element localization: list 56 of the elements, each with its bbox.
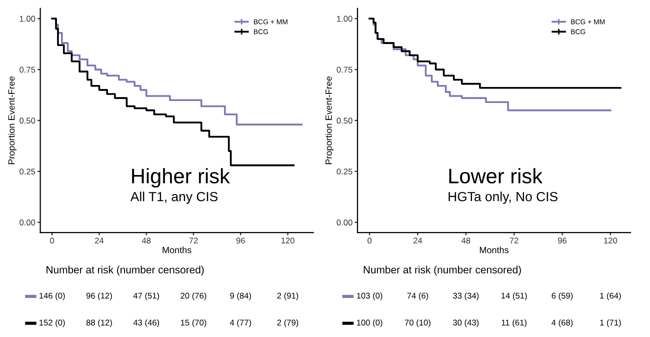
x-tick-label: 120 bbox=[604, 238, 618, 244]
text: 2 (79) bbox=[277, 319, 298, 328]
x-tick-label: 48 bbox=[142, 238, 151, 244]
y-tick-label: 0.50 bbox=[20, 118, 36, 124]
text: 33 (34) bbox=[453, 292, 479, 300]
text: 2 (91) bbox=[277, 292, 298, 300]
text: 14 (51) bbox=[502, 292, 527, 300]
text: 4 (68) bbox=[552, 319, 573, 328]
text: 11 (61) bbox=[502, 319, 526, 328]
text: Number at risk (number censored) bbox=[46, 266, 204, 276]
text: 74 (6) bbox=[407, 292, 428, 300]
y-tick-label: 0.50 bbox=[336, 118, 352, 124]
text: Number at risk (number censored) bbox=[364, 266, 521, 276]
text: All T1, any CIS bbox=[130, 192, 218, 204]
text: 88 (12) bbox=[86, 319, 112, 328]
y-axis-title: Proportion Event-Free bbox=[325, 76, 334, 164]
y-tick-label: 0.25 bbox=[336, 168, 352, 175]
text: 70 (10) bbox=[404, 319, 430, 328]
text: 100 (0) bbox=[356, 319, 382, 328]
text: 43 (46) bbox=[133, 319, 160, 328]
text: 103 (0) bbox=[356, 292, 382, 300]
x-tick-label: 96 bbox=[236, 238, 245, 244]
text: 1 (64) bbox=[600, 292, 621, 300]
y-axis-title: Proportion Event-Free bbox=[8, 76, 16, 164]
text: 1 (71) bbox=[600, 319, 621, 328]
y-tick-label: 1.00 bbox=[337, 16, 352, 22]
text: Higher risk bbox=[132, 168, 230, 188]
text: 30 (43) bbox=[453, 319, 479, 328]
text: 4 (77) bbox=[230, 319, 251, 328]
text: 47 (51) bbox=[133, 292, 160, 300]
y-tick-label: 0.75 bbox=[336, 66, 352, 73]
x-tick-label: 0 bbox=[50, 238, 54, 244]
x-tick-label: 48 bbox=[461, 238, 470, 244]
text: 15 (70) bbox=[180, 319, 206, 328]
y-tick-label: 0.00 bbox=[336, 220, 352, 226]
text: 6 (59) bbox=[552, 292, 573, 300]
x-tick-label: 72 bbox=[189, 238, 198, 244]
text: 152 (0) bbox=[40, 319, 65, 328]
y-tick-label: 0.75 bbox=[20, 66, 36, 73]
text: Lower risk bbox=[449, 168, 543, 184]
text: 20 (76) bbox=[180, 292, 206, 300]
text: 9 (84) bbox=[230, 292, 251, 300]
text: 146 (0) bbox=[40, 292, 65, 300]
x-tick-label: 72 bbox=[510, 238, 518, 244]
x-axis-title: Months bbox=[162, 246, 192, 254]
y-tick-label: 0.25 bbox=[20, 168, 36, 175]
x-tick-label: 24 bbox=[414, 238, 422, 244]
x-tick-label: 96 bbox=[558, 238, 567, 244]
text: HGTa only, No CIS bbox=[448, 192, 558, 204]
y-tick-label: 0.00 bbox=[20, 220, 36, 226]
text: 96 (12) bbox=[86, 292, 112, 300]
x-tick-label: 120 bbox=[281, 238, 294, 244]
x-axis-title: Months bbox=[480, 246, 508, 254]
x-tick-label: 0 bbox=[368, 238, 372, 244]
x-tick-label: 24 bbox=[95, 238, 104, 244]
y-tick-label: 1.00 bbox=[20, 16, 36, 22]
